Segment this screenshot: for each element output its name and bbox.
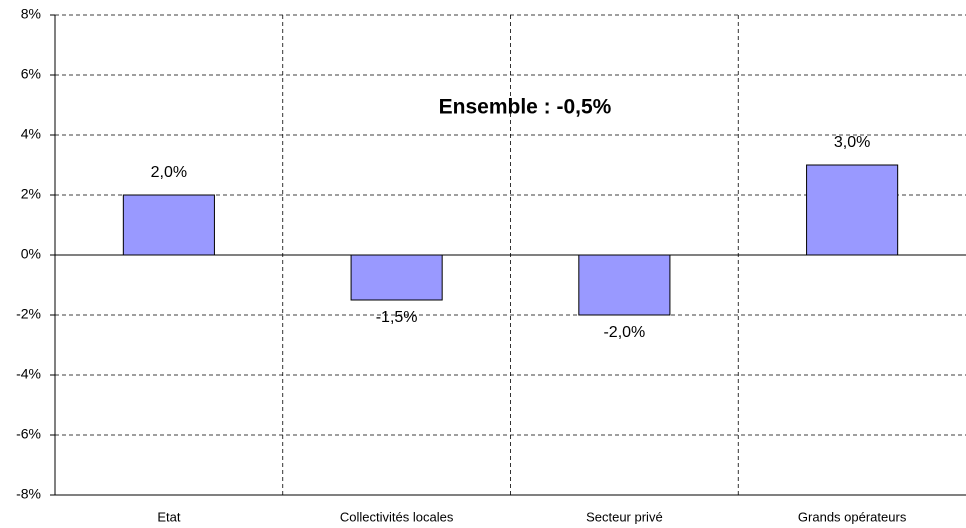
- x-tick-label: Secteur privé: [586, 509, 663, 524]
- y-tick-label: 6%: [21, 66, 41, 82]
- value-label: -1,5%: [376, 309, 418, 326]
- bar: [350, 254, 443, 301]
- bar: [806, 164, 899, 256]
- bar: [578, 254, 671, 316]
- x-tick-label: Collectivités locales: [340, 509, 454, 524]
- y-tick-label: -6%: [16, 426, 41, 442]
- x-tick-label: Grands opérateurs: [798, 509, 907, 524]
- y-tick-label: 8%: [21, 6, 41, 22]
- y-tick-label: -8%: [16, 486, 41, 502]
- y-tick-label: 4%: [21, 126, 41, 142]
- value-label: 3,0%: [834, 134, 870, 151]
- y-tick-label: -2%: [16, 306, 41, 322]
- value-label: 2,0%: [151, 164, 187, 181]
- y-tick-label: 0%: [21, 246, 41, 262]
- bar: [122, 194, 215, 256]
- x-tick-label: Etat: [157, 509, 181, 524]
- y-tick-label: -4%: [16, 366, 41, 382]
- value-label: -2,0%: [603, 324, 645, 341]
- y-tick-label: 2%: [21, 186, 41, 202]
- annotation: Ensemble : -0,5%: [439, 96, 612, 119]
